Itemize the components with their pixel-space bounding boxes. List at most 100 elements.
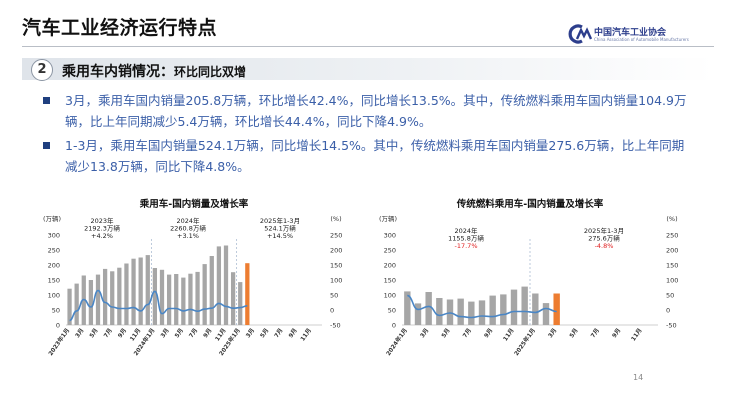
bullet-text: 3月，乘用车国内销量205.8万辆，环比增长42.4%，同比增长13.5%。其中… <box>65 93 687 129</box>
traditional-fuel-sales-chart: 传统燃料乘用车-国内销量及增长率 (万辆) (%) 0 50 100 150 200 250 30… <box>379 198 678 358</box>
bar <box>174 274 179 325</box>
chart-annotation: 2023年 <box>90 216 114 225</box>
x-tick-label: 9月 <box>287 327 299 340</box>
x-tick-label: 11月 <box>629 327 644 343</box>
y-tick-label-right: 250 <box>666 232 678 240</box>
bullet-item: 3月，乘用车国内销量205.8万辆，环比增长42.4%，同比增长13.5%。其中… <box>43 90 693 132</box>
y-axis-unit-left: (万辆) <box>43 214 61 223</box>
y-tick-label-left: 50 <box>52 307 60 315</box>
bar <box>131 258 136 325</box>
y-tick-label-left: 0 <box>392 322 396 330</box>
bar <box>145 255 150 325</box>
y-tick-label-right: 100 <box>330 277 342 285</box>
x-tick-label: 9月 <box>116 327 128 340</box>
chart-annotation: 2192.3万辆 <box>84 224 120 233</box>
x-tick-label: 5月 <box>87 327 99 340</box>
y-tick-label-left: 150 <box>48 277 60 285</box>
x-tick-label: 3月 <box>159 327 171 340</box>
chart-annotation: 1155.8万辆 <box>448 234 484 243</box>
bar <box>159 269 165 325</box>
bar <box>238 282 243 325</box>
bar <box>230 272 236 325</box>
bar <box>117 267 122 325</box>
x-tick-label: 2025年1月 <box>512 327 537 358</box>
y-tick-label-left: 200 <box>384 262 396 270</box>
x-tick-label: 7月 <box>187 327 199 340</box>
chart-title: 传统燃料乘用车-国内销量及增长率 <box>456 198 604 210</box>
y-tick-label-right: 100 <box>666 277 678 285</box>
bar-latest <box>245 263 250 325</box>
chart-annotation: 2025年1-3月 <box>260 216 300 225</box>
section-subtitle: 环比同比双增 <box>174 65 247 79</box>
bullet-item: 1-3月，乘用车国内销量524.1万辆，同比增长14.5%。其中，传统燃料乘用车… <box>43 135 693 177</box>
chart-annotation: +4.2% <box>91 232 113 240</box>
x-tick-label: 7月 <box>272 327 284 340</box>
x-tick-label: 5月 <box>258 327 270 340</box>
bar <box>521 286 528 325</box>
y-axis-unit-right: (%) <box>666 215 677 223</box>
chart-annotation: 2025年1-3月 <box>584 226 624 235</box>
x-tick-label: 3月 <box>244 327 256 340</box>
bar <box>500 294 507 325</box>
x-tick-label: 9月 <box>610 327 622 340</box>
x-tick-label: 7月 <box>461 327 473 340</box>
x-tick-label: 3月 <box>73 327 85 340</box>
bar <box>110 271 115 325</box>
bar <box>489 295 496 325</box>
logo-subtitle: China Association of Automobile Manufact… <box>594 37 689 42</box>
caam-logo-icon <box>568 24 592 44</box>
x-tick-label: 7月 <box>589 327 601 340</box>
x-tick-label: 9月 <box>482 327 494 340</box>
section-title: 乘用车内销情况：环比同比双增 <box>62 61 246 81</box>
bar <box>181 277 186 325</box>
bar <box>95 274 101 325</box>
chart-annotation: 2260.8万辆 <box>170 224 206 233</box>
growth-rate-line <box>407 294 557 319</box>
section-header-bar <box>22 58 714 80</box>
y-tick-label-left: 300 <box>384 232 396 240</box>
x-tick-label: 3月 <box>546 327 558 340</box>
y-tick-label-right: 150 <box>666 262 678 270</box>
logo-text: 中国汽车工业协会 <box>594 28 667 38</box>
y-tick-label-right: -50 <box>330 322 341 330</box>
chart-annotation: -17.7% <box>455 242 478 250</box>
x-tick-label: 11月 <box>128 327 143 343</box>
y-tick-label-left: 100 <box>384 292 396 300</box>
bar <box>414 303 422 325</box>
chart-annotation: +3.1% <box>177 232 199 240</box>
page-number: 14 <box>633 373 644 382</box>
x-tick-label: 11月 <box>501 327 516 343</box>
bar <box>404 291 411 325</box>
bar-latest <box>553 293 560 325</box>
bar <box>202 264 207 325</box>
section-number: 2 <box>31 59 53 81</box>
chart-annotation: 2024年 <box>454 226 478 235</box>
bullet-text: 1-3月，乘用车国内销量524.1万辆，同比增长14.5%。其中，传统燃料乘用车… <box>65 138 685 174</box>
bar <box>216 246 222 325</box>
x-tick-label: 7月 <box>102 327 114 340</box>
y-tick-label-right: 250 <box>330 232 342 240</box>
chart-annotation: -4.8% <box>595 242 614 250</box>
y-tick-label-right: 50 <box>666 292 674 300</box>
x-tick-label: 11月 <box>298 327 313 343</box>
bar <box>457 298 464 325</box>
x-tick-label: 11月 <box>213 327 228 343</box>
bar <box>542 303 550 325</box>
bar <box>468 301 475 325</box>
x-tick-label: 9月 <box>201 327 213 340</box>
y-tick-label-right: 150 <box>330 262 342 270</box>
bar <box>510 289 518 325</box>
caam-logo: 中国汽车工业协会 China Association of Automobile… <box>568 24 698 46</box>
y-tick-label-right: 0 <box>330 307 334 315</box>
bar <box>74 283 79 325</box>
y-tick-label-left: 150 <box>384 277 396 285</box>
chart-annotation: 524.1万辆 <box>264 224 296 233</box>
x-tick-label: 3月 <box>418 327 430 340</box>
bar <box>124 263 129 325</box>
bar <box>195 271 200 325</box>
passenger-car-sales-chart: 乘用车-国内销量及增长率 (万辆) (%) 0 50 100 150 200 250 300 -50… <box>43 198 342 357</box>
y-tick-label-right: 200 <box>330 247 342 255</box>
y-tick-label-right: 50 <box>330 292 338 300</box>
chart-annotation: 2024年 <box>176 216 200 225</box>
x-tick-label: 2024年1月 <box>384 327 409 358</box>
